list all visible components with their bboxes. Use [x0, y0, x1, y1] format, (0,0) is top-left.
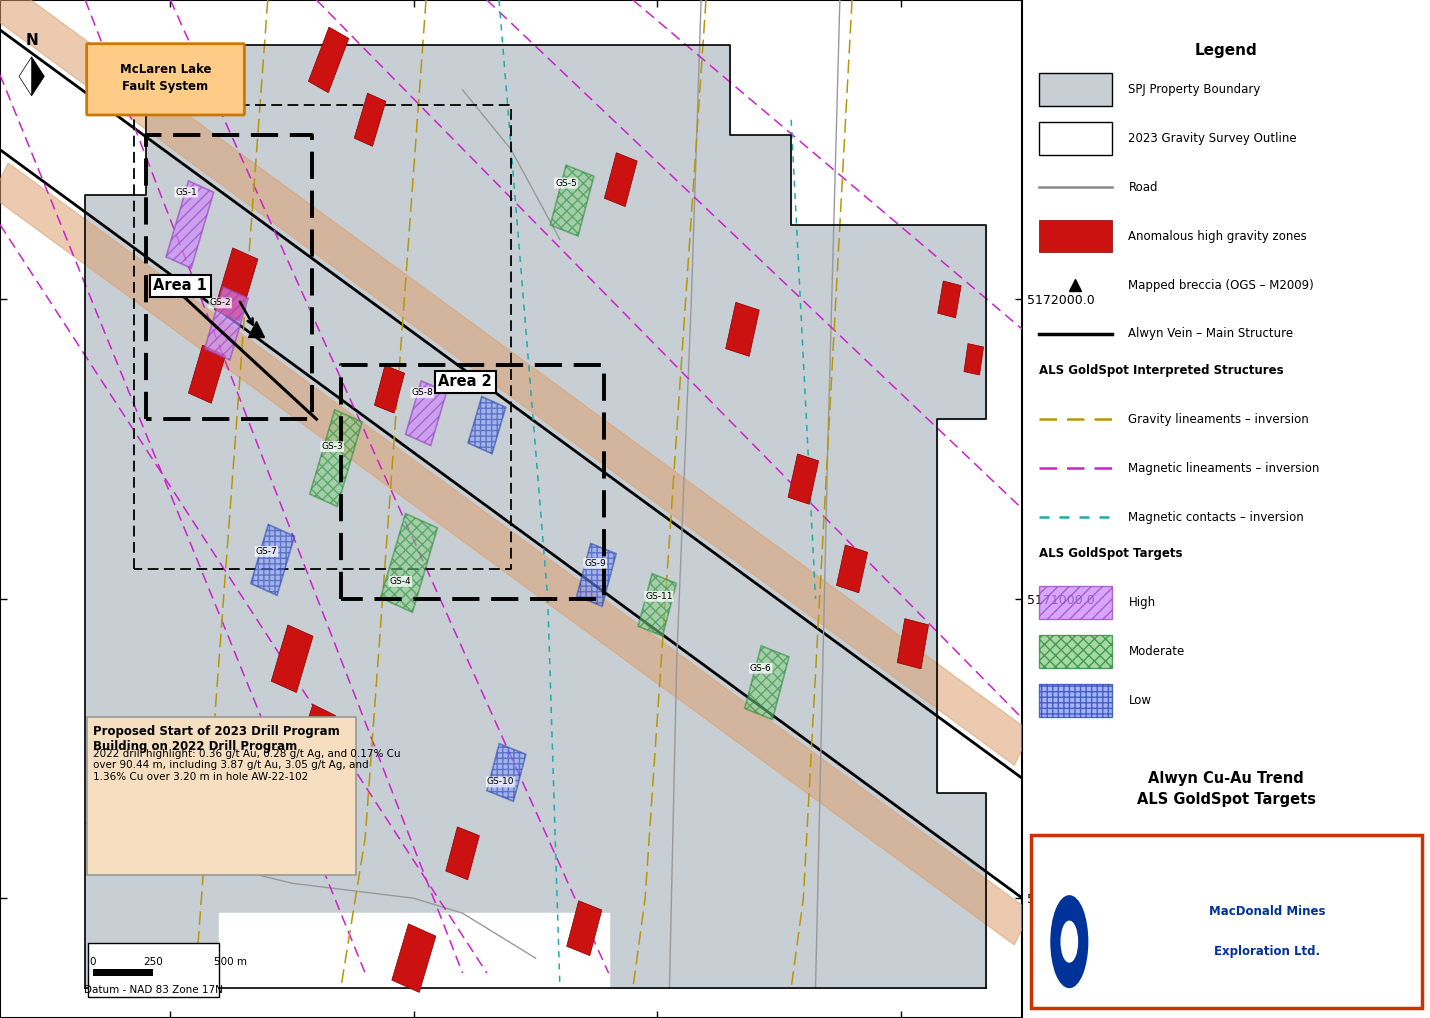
Polygon shape — [788, 454, 818, 504]
Text: 2022 drill highlight: 0.36 g/t Au, 0.28 g/t Ag, and 0.17% Cu
over 90.44 m, inclu: 2022 drill highlight: 0.36 g/t Au, 0.28 … — [93, 748, 400, 782]
Text: 2023 Gravity Survey Outline: 2023 Gravity Survey Outline — [1128, 132, 1297, 145]
FancyBboxPatch shape — [87, 943, 219, 997]
Text: GS-6: GS-6 — [749, 664, 772, 673]
Circle shape — [1051, 896, 1088, 987]
Text: GS-3: GS-3 — [322, 442, 343, 451]
Text: GS-11: GS-11 — [645, 591, 672, 601]
Polygon shape — [355, 94, 386, 147]
Polygon shape — [725, 302, 759, 356]
Text: Alwyn Cu-Au Trend
ALS GoldSpot Targets: Alwyn Cu-Au Trend ALS GoldSpot Targets — [1137, 771, 1316, 807]
Polygon shape — [566, 901, 602, 956]
Text: GS-5: GS-5 — [555, 178, 576, 187]
Text: Exploration Ltd.: Exploration Ltd. — [1214, 946, 1320, 958]
Polygon shape — [446, 827, 479, 880]
Polygon shape — [380, 513, 438, 612]
Text: Mapped breccia (OGS – M2009): Mapped breccia (OGS – M2009) — [1128, 279, 1314, 291]
Text: Area 1: Area 1 — [153, 279, 207, 293]
Text: GS-1: GS-1 — [176, 187, 197, 196]
Polygon shape — [214, 247, 257, 321]
FancyBboxPatch shape — [1038, 586, 1113, 619]
Polygon shape — [250, 524, 295, 596]
Text: Area 2: Area 2 — [438, 375, 492, 389]
Polygon shape — [204, 287, 249, 360]
Polygon shape — [551, 165, 593, 236]
Polygon shape — [406, 381, 446, 446]
Text: 500 m: 500 m — [214, 957, 247, 967]
Polygon shape — [297, 704, 336, 762]
Text: Anomalous high gravity zones: Anomalous high gravity zones — [1128, 230, 1307, 242]
Text: GS-4: GS-4 — [389, 577, 412, 585]
Polygon shape — [310, 410, 362, 506]
Text: ALS GoldSpot Interpreted Structures: ALS GoldSpot Interpreted Structures — [1038, 364, 1283, 377]
Polygon shape — [272, 625, 313, 692]
Circle shape — [1061, 921, 1077, 962]
Text: SPJ Property Boundary: SPJ Property Boundary — [1128, 83, 1261, 96]
Bar — [153, 968, 214, 976]
Text: High: High — [1128, 597, 1155, 609]
Text: Low: Low — [1128, 694, 1151, 706]
Bar — [93, 968, 214, 976]
Polygon shape — [837, 545, 868, 592]
FancyBboxPatch shape — [87, 44, 245, 115]
Text: GS-9: GS-9 — [585, 559, 606, 568]
Polygon shape — [392, 924, 436, 993]
Text: Moderate: Moderate — [1128, 645, 1184, 658]
Text: 250: 250 — [143, 957, 163, 967]
Text: 0: 0 — [89, 957, 96, 967]
FancyBboxPatch shape — [1038, 122, 1113, 155]
Polygon shape — [31, 57, 44, 96]
FancyBboxPatch shape — [1038, 73, 1113, 106]
Polygon shape — [486, 744, 526, 801]
Text: N: N — [26, 33, 39, 48]
FancyBboxPatch shape — [87, 718, 356, 875]
FancyBboxPatch shape — [1038, 635, 1113, 668]
Text: Magnetic contacts – inversion: Magnetic contacts – inversion — [1128, 511, 1304, 523]
Text: GS-8: GS-8 — [412, 388, 433, 397]
Text: Datum - NAD 83 Zone 17N: Datum - NAD 83 Zone 17N — [84, 984, 223, 995]
Polygon shape — [745, 645, 789, 720]
FancyBboxPatch shape — [1038, 220, 1113, 252]
Polygon shape — [638, 573, 676, 636]
Polygon shape — [576, 544, 616, 607]
Text: MacDonald Mines: MacDonald Mines — [1208, 905, 1326, 917]
Polygon shape — [219, 913, 609, 988]
Polygon shape — [0, 0, 1031, 766]
Text: Legend: Legend — [1195, 44, 1257, 58]
Polygon shape — [0, 163, 1031, 945]
Text: Magnetic lineaments – inversion: Magnetic lineaments – inversion — [1128, 462, 1320, 474]
Polygon shape — [309, 27, 349, 93]
Polygon shape — [166, 181, 213, 268]
FancyBboxPatch shape — [1038, 684, 1113, 717]
Text: McLaren Lake
Fault System: McLaren Lake Fault System — [120, 63, 212, 93]
Polygon shape — [964, 344, 984, 375]
Polygon shape — [19, 57, 31, 96]
Text: Proposed Start of 2023 Drill Program
Building on 2022 Drill Program: Proposed Start of 2023 Drill Program Bui… — [93, 725, 339, 752]
Polygon shape — [189, 345, 226, 403]
Polygon shape — [938, 281, 961, 318]
FancyBboxPatch shape — [1031, 835, 1421, 1008]
Text: ALS GoldSpot Targets: ALS GoldSpot Targets — [1038, 548, 1183, 560]
Text: GS-7: GS-7 — [256, 547, 277, 556]
Polygon shape — [897, 619, 928, 669]
Text: Road: Road — [1128, 181, 1158, 193]
Text: Alwyn Vein – Main Structure: Alwyn Vein – Main Structure — [1128, 328, 1294, 340]
Polygon shape — [468, 397, 506, 454]
Text: GS-2: GS-2 — [209, 298, 232, 307]
Text: GS-10: GS-10 — [486, 778, 515, 787]
Polygon shape — [86, 45, 985, 988]
Text: Gravity lineaments – inversion: Gravity lineaments – inversion — [1128, 413, 1308, 426]
Polygon shape — [605, 153, 638, 207]
Polygon shape — [375, 365, 405, 413]
